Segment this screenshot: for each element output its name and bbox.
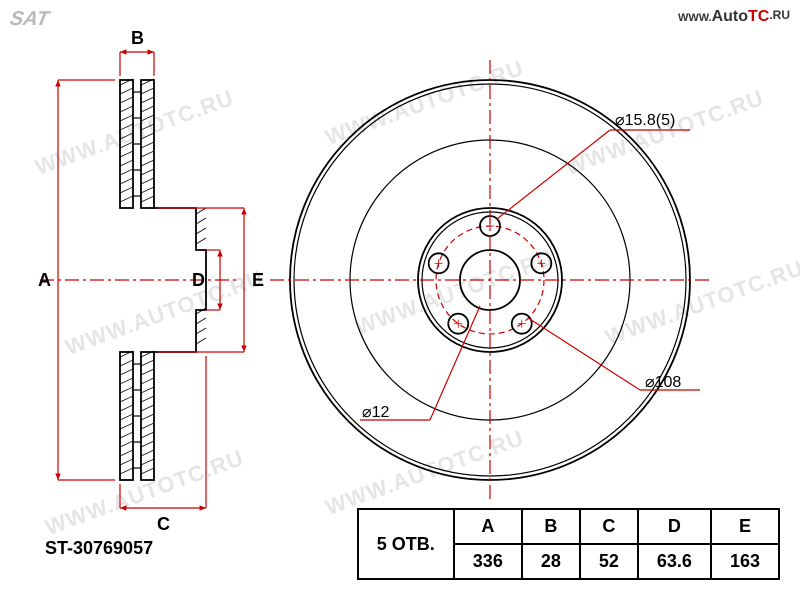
dim-value: 163 xyxy=(711,544,779,579)
dim-value: 52 xyxy=(580,544,638,579)
dim-value: 336 xyxy=(454,544,522,579)
holes-count: 5 xyxy=(377,534,387,554)
table-row: 5 ОТВ. A B C D E xyxy=(358,509,779,544)
dim-header: B xyxy=(522,509,580,544)
holes-count-cell: 5 ОТВ. xyxy=(358,509,454,579)
dim-letter-a: A xyxy=(38,270,51,291)
dimension-table: 5 ОТВ. A B C D E 336 28 52 63.6 163 xyxy=(357,508,780,580)
callout-center-bore: ⌀12 xyxy=(362,402,389,422)
dim-letter-b: B xyxy=(131,28,144,49)
dim-header: A xyxy=(454,509,522,544)
part-number-label: ST-30769057 xyxy=(45,538,153,559)
dim-letter-c: C xyxy=(157,514,170,535)
dim-letter-d: D xyxy=(192,270,205,291)
dim-header: D xyxy=(638,509,711,544)
dim-value: 28 xyxy=(522,544,580,579)
dim-header: E xyxy=(711,509,779,544)
holes-suffix: ОТВ. xyxy=(392,534,435,554)
dim-header: C xyxy=(580,509,638,544)
callout-bolt-hole: ⌀15.8(5) xyxy=(615,110,675,130)
dim-letter-e: E xyxy=(252,270,264,291)
callout-pcd: ⌀108 xyxy=(645,372,681,392)
dim-value: 63.6 xyxy=(638,544,711,579)
